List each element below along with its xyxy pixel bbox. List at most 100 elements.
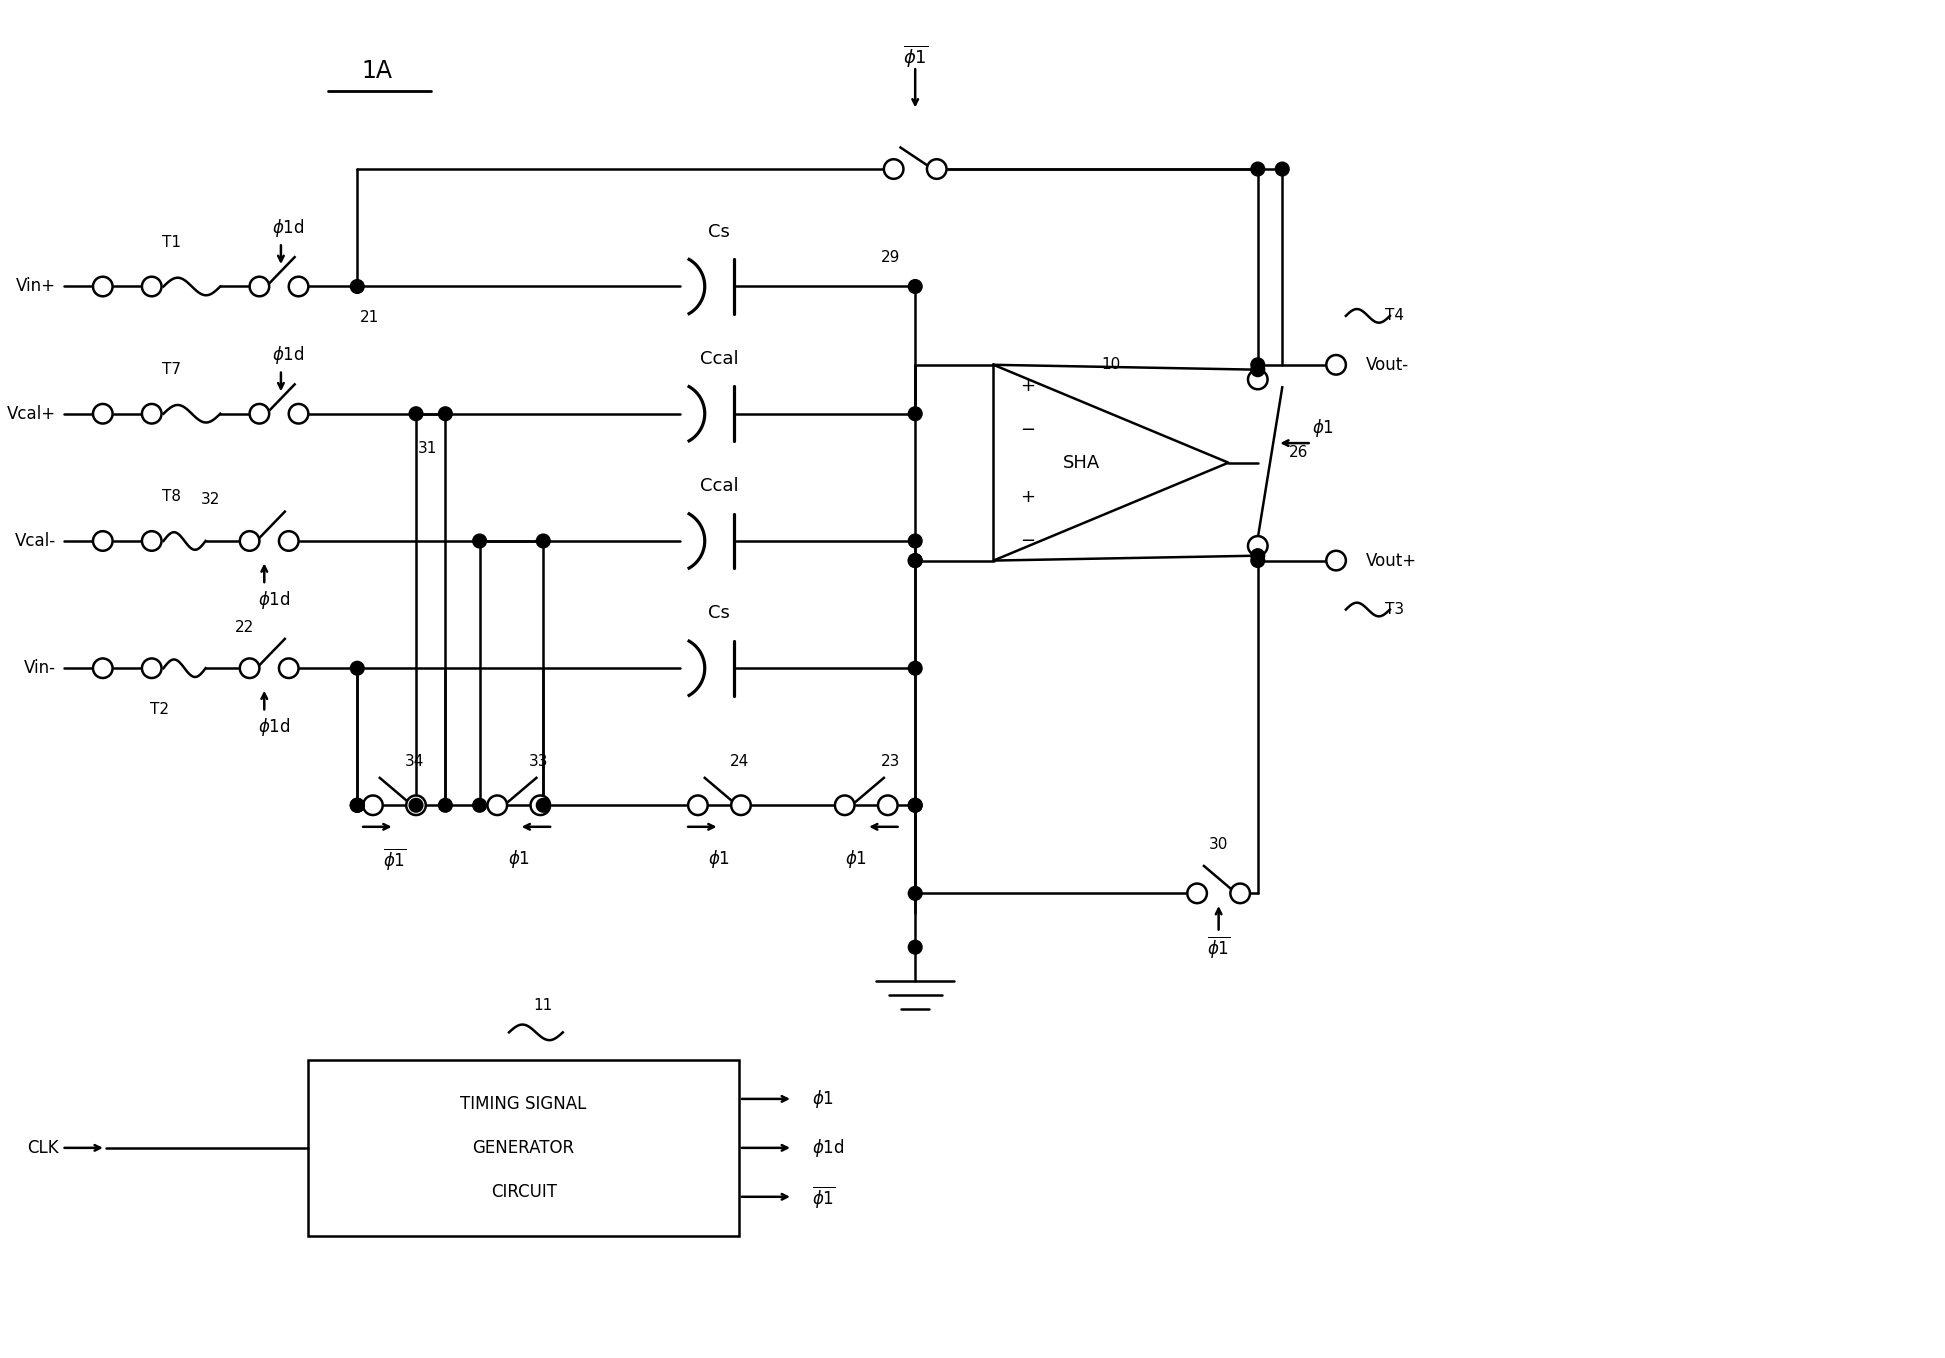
Text: +: + bbox=[1021, 378, 1035, 395]
Text: $\overline{\phi 1}$: $\overline{\phi 1}$ bbox=[813, 1184, 836, 1210]
Text: T4: T4 bbox=[1385, 308, 1404, 323]
Text: 21: 21 bbox=[360, 311, 379, 326]
Circle shape bbox=[438, 799, 453, 812]
Circle shape bbox=[142, 277, 161, 296]
Text: Vout+: Vout+ bbox=[1365, 551, 1416, 569]
Text: $\overline{\phi 1}$: $\overline{\phi 1}$ bbox=[383, 846, 407, 872]
Circle shape bbox=[1326, 551, 1346, 570]
Text: GENERATOR: GENERATOR bbox=[473, 1139, 574, 1157]
FancyBboxPatch shape bbox=[309, 1059, 739, 1236]
Text: CLK: CLK bbox=[27, 1139, 58, 1157]
Circle shape bbox=[142, 403, 161, 424]
Circle shape bbox=[1249, 369, 1268, 390]
Text: SHA: SHA bbox=[1064, 454, 1101, 471]
Text: Vout-: Vout- bbox=[1365, 356, 1408, 373]
Text: $\phi$1d: $\phi$1d bbox=[813, 1137, 844, 1158]
Circle shape bbox=[531, 796, 550, 815]
Circle shape bbox=[142, 659, 161, 678]
Circle shape bbox=[249, 403, 268, 424]
Text: $\phi$1d: $\phi$1d bbox=[259, 589, 290, 611]
Circle shape bbox=[350, 280, 364, 293]
Text: 33: 33 bbox=[529, 754, 548, 769]
Circle shape bbox=[278, 531, 298, 551]
Circle shape bbox=[908, 940, 922, 955]
Circle shape bbox=[1326, 354, 1346, 375]
Text: 10: 10 bbox=[1101, 357, 1120, 372]
Circle shape bbox=[278, 659, 298, 678]
Text: T3: T3 bbox=[1385, 602, 1404, 617]
Circle shape bbox=[239, 659, 259, 678]
Text: $\overline{\phi 1}$: $\overline{\phi 1}$ bbox=[1206, 934, 1231, 960]
Text: $\phi$1d: $\phi$1d bbox=[272, 217, 305, 239]
Circle shape bbox=[350, 799, 364, 812]
Circle shape bbox=[93, 531, 113, 551]
Circle shape bbox=[1251, 363, 1264, 376]
Circle shape bbox=[407, 796, 426, 815]
Circle shape bbox=[1251, 549, 1264, 562]
Text: 1A: 1A bbox=[362, 60, 393, 83]
Circle shape bbox=[908, 534, 922, 547]
Text: T8: T8 bbox=[161, 489, 181, 504]
Circle shape bbox=[350, 799, 364, 812]
Circle shape bbox=[877, 796, 897, 815]
Circle shape bbox=[908, 887, 922, 900]
Text: Cs: Cs bbox=[708, 223, 731, 240]
Text: 31: 31 bbox=[418, 440, 438, 455]
Circle shape bbox=[908, 799, 922, 812]
Circle shape bbox=[93, 403, 113, 424]
Circle shape bbox=[908, 799, 922, 812]
Circle shape bbox=[288, 277, 309, 296]
Circle shape bbox=[473, 534, 486, 547]
Circle shape bbox=[249, 277, 268, 296]
Text: Vin-: Vin- bbox=[23, 659, 56, 678]
Text: Vcal-: Vcal- bbox=[16, 532, 56, 550]
Circle shape bbox=[350, 799, 364, 812]
Text: $\phi$1: $\phi$1 bbox=[1311, 417, 1334, 440]
Circle shape bbox=[908, 407, 922, 421]
Text: 11: 11 bbox=[533, 998, 552, 1013]
Circle shape bbox=[908, 554, 922, 568]
Text: $\phi$1d: $\phi$1d bbox=[259, 716, 290, 737]
Circle shape bbox=[142, 531, 161, 551]
Text: 30: 30 bbox=[1210, 837, 1229, 851]
Text: CIRCUIT: CIRCUIT bbox=[490, 1183, 556, 1200]
Circle shape bbox=[93, 659, 113, 678]
Circle shape bbox=[908, 661, 922, 675]
Text: 22: 22 bbox=[235, 619, 255, 634]
Circle shape bbox=[1251, 554, 1264, 568]
Circle shape bbox=[1249, 536, 1268, 555]
Text: $\phi$1: $\phi$1 bbox=[708, 849, 731, 870]
Circle shape bbox=[537, 534, 550, 547]
Text: Ccal: Ccal bbox=[700, 477, 739, 496]
Circle shape bbox=[1186, 884, 1208, 903]
Text: T7: T7 bbox=[161, 363, 181, 378]
Text: $-$: $-$ bbox=[1021, 420, 1035, 437]
Circle shape bbox=[93, 277, 113, 296]
Text: $\phi$1d: $\phi$1d bbox=[272, 344, 305, 367]
Circle shape bbox=[438, 407, 453, 421]
Circle shape bbox=[408, 407, 422, 421]
Circle shape bbox=[288, 403, 309, 424]
Text: 34: 34 bbox=[405, 754, 424, 769]
Circle shape bbox=[928, 159, 947, 179]
Text: 26: 26 bbox=[1290, 445, 1309, 460]
Circle shape bbox=[350, 661, 364, 675]
Circle shape bbox=[488, 796, 508, 815]
Text: Cs: Cs bbox=[708, 604, 731, 622]
Circle shape bbox=[1231, 884, 1251, 903]
Circle shape bbox=[731, 796, 751, 815]
Text: $\phi$1: $\phi$1 bbox=[846, 849, 867, 870]
Text: TIMING SIGNAL: TIMING SIGNAL bbox=[461, 1095, 587, 1112]
Circle shape bbox=[908, 280, 922, 293]
Circle shape bbox=[537, 799, 550, 812]
Text: 23: 23 bbox=[881, 754, 901, 769]
Circle shape bbox=[1276, 162, 1290, 177]
Circle shape bbox=[689, 796, 708, 815]
Text: $-$: $-$ bbox=[1021, 530, 1035, 549]
Circle shape bbox=[908, 554, 922, 568]
Text: $\phi$1: $\phi$1 bbox=[813, 1088, 834, 1109]
Text: $\phi$1: $\phi$1 bbox=[508, 849, 529, 870]
Text: $\overline{\phi 1}$: $\overline{\phi 1}$ bbox=[902, 43, 928, 69]
Circle shape bbox=[239, 531, 259, 551]
Circle shape bbox=[408, 799, 422, 812]
